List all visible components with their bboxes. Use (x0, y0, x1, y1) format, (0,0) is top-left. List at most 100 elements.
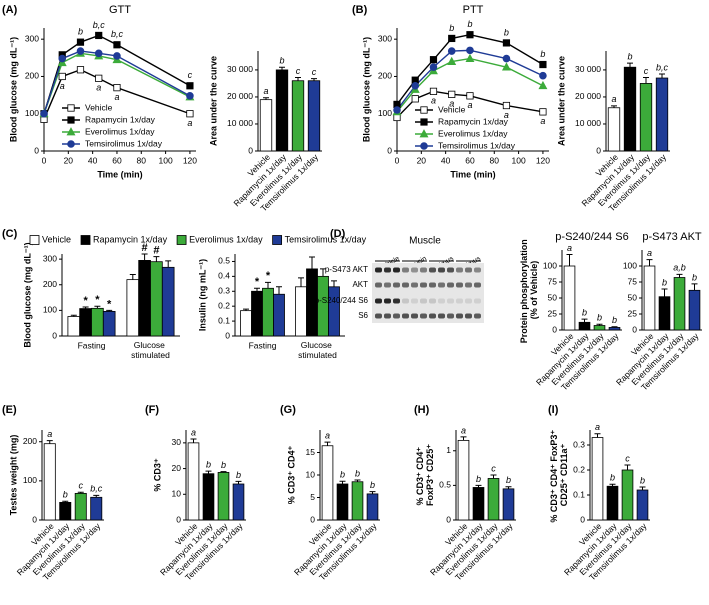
legend-label: Everolimus 1x/day (438, 128, 508, 138)
error-bar (153, 256, 160, 262)
legend-label: Everolimus 1x/day (189, 234, 263, 244)
significance-mark: # (153, 244, 159, 256)
y-tick-label: 15 (306, 447, 316, 457)
legend-marker (420, 142, 428, 150)
point-label: a (96, 83, 101, 93)
significance-letter: a,b (673, 263, 686, 273)
point-label: b,c (93, 20, 106, 30)
y-tick-label: 0.2 (573, 464, 585, 474)
point (393, 106, 401, 114)
legend-label: Rapamycin 1x/day (85, 114, 156, 124)
significance-letter: c (296, 66, 301, 76)
error-bar (581, 318, 588, 323)
legend-label: Temsirolimus 1x/day (285, 234, 367, 244)
blot-band (384, 298, 391, 304)
legend-marker (420, 106, 428, 114)
error-bar (243, 308, 249, 311)
legend-label: Vehicle (42, 234, 71, 244)
blot-row-label: AKT (352, 280, 368, 289)
error-bar (141, 253, 148, 261)
series-line (43, 52, 191, 114)
x-tick-label: 100 (159, 155, 173, 165)
y-tick-label: 0.4 (218, 271, 230, 281)
error-bar (661, 288, 668, 297)
x-axis-label: Time (min) (97, 169, 142, 179)
point-label: b,c (111, 29, 124, 39)
blot-band (438, 282, 445, 288)
bar (43, 443, 56, 521)
legend-label: Vehicle (438, 104, 466, 114)
bar (623, 66, 637, 152)
error-bar (165, 260, 172, 268)
point (95, 31, 103, 40)
error-bar (646, 259, 653, 266)
error-bar (460, 436, 467, 441)
significance-letter: b (662, 277, 667, 287)
error-bar (298, 277, 304, 287)
blot-band (474, 282, 481, 288)
blot-band (420, 267, 427, 273)
significance-letter: c (644, 66, 649, 76)
significance-letter: b (640, 475, 645, 485)
point (466, 92, 474, 100)
legend-label: Rapamycin 1x/day (438, 116, 509, 126)
significance-mark: * (266, 270, 271, 282)
bar (90, 496, 103, 521)
point (447, 47, 456, 55)
y-axis-label: Area under the curve (556, 56, 566, 146)
y-tick-label: 100 (543, 260, 557, 270)
y-tick-label: 0 (580, 514, 585, 524)
blot-band (420, 298, 427, 304)
point-label: a (540, 116, 545, 126)
y-tick-label: 0 (387, 145, 392, 155)
blot-band (384, 282, 391, 288)
bar (187, 442, 200, 521)
panel-label: (A) (2, 4, 18, 16)
y-axis-label: Testes weight (mg) (8, 435, 18, 516)
significance-letter: b (340, 470, 345, 480)
y-tick-label: 0 (248, 145, 253, 155)
error-bar (324, 441, 331, 446)
point (466, 31, 474, 39)
significance-letter: a (47, 429, 52, 439)
point (502, 101, 511, 110)
x-tick-label: 20 (417, 155, 427, 165)
blot-band (474, 313, 481, 319)
y-tick-label: 200 (23, 436, 37, 446)
error-bar (331, 280, 337, 287)
bar (336, 483, 349, 521)
y-tick-label: 0 (632, 324, 637, 334)
error-bar (254, 287, 260, 292)
y-tick-label: 100 (25, 108, 39, 118)
chart-title: p-S473 AKT (642, 231, 702, 243)
error-bar (94, 305, 101, 309)
series-line (43, 50, 191, 114)
blot-background (372, 263, 484, 323)
y-tick-label: 0 (446, 514, 451, 524)
bar (688, 289, 701, 331)
significance-letter: a (461, 425, 466, 435)
y-tick-label: 200 (43, 279, 57, 289)
point (76, 47, 85, 55)
y-axis-label: Area under the curve (208, 56, 218, 146)
point-label: a (60, 81, 65, 91)
blot-band (411, 313, 418, 319)
point (58, 54, 67, 63)
y-tick-label: 75 (628, 276, 638, 286)
y-tick-label: 0 (310, 514, 315, 524)
error-bar (190, 438, 197, 443)
point (40, 109, 48, 118)
bar (606, 485, 619, 521)
error-bar (639, 486, 646, 490)
point (448, 34, 456, 43)
x-tick-label: Glucose stimulated (298, 340, 337, 360)
y-tick-label: 0.5 (218, 256, 230, 266)
series-line (43, 68, 191, 120)
x-tick-label: 120 (183, 155, 197, 165)
significance-letter: b (476, 474, 481, 484)
bar (295, 286, 307, 337)
point (76, 38, 85, 46)
point-label: b (449, 23, 454, 33)
bar (262, 287, 274, 337)
